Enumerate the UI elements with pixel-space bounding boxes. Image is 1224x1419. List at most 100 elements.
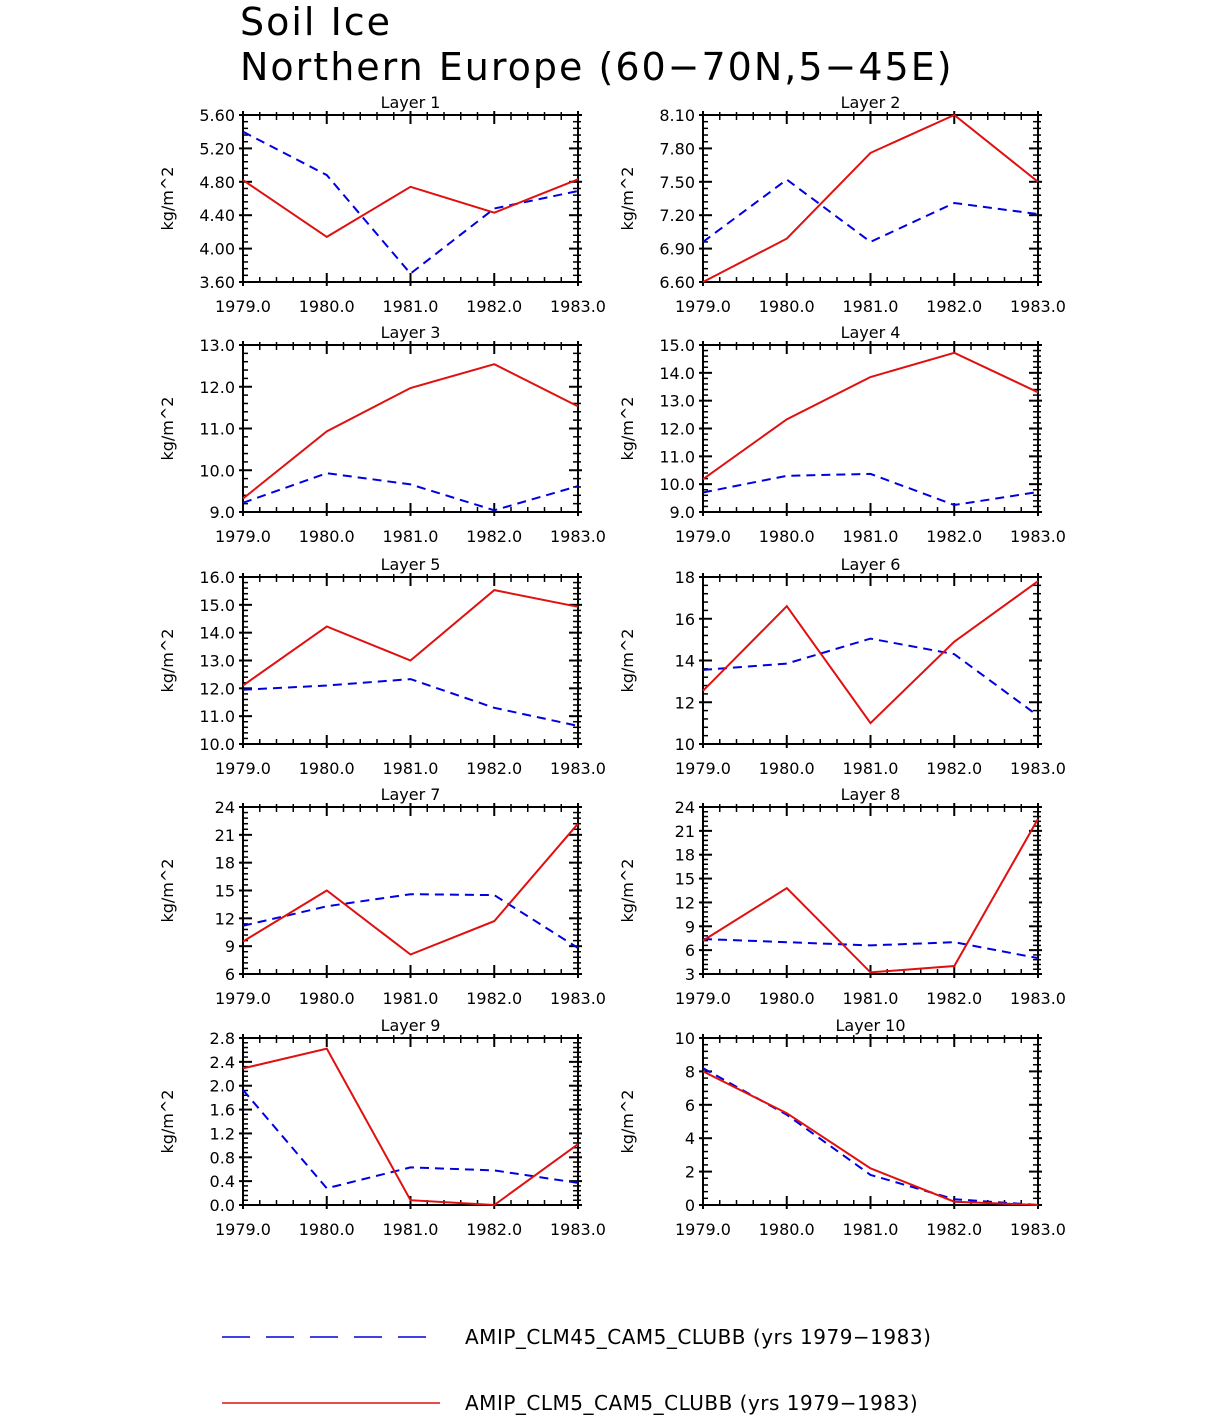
y-tick-label: 10.0: [199, 735, 235, 754]
panel-title: Layer 2: [841, 93, 901, 112]
x-tick-label: 1982.0: [466, 989, 522, 1008]
x-tick-label: 1983.0: [1010, 1220, 1066, 1239]
y-tick-label: 6.90: [659, 240, 695, 259]
figure-title-line2: Northern Europe (60−70N,5−45E): [240, 45, 954, 89]
panel-title: Layer 4: [841, 323, 901, 342]
y-tick-label: 6: [225, 965, 235, 984]
x-tick-label: 1982.0: [926, 527, 982, 546]
x-tick-label: 1980.0: [299, 297, 355, 316]
panel-title: Layer 8: [841, 785, 901, 804]
legend-label-clm5: AMIP_CLM5_CAM5_CLUBB (yrs 1979−1983): [465, 1391, 918, 1415]
y-tick-label: 4.00: [199, 240, 235, 259]
y-tick-label: 6.60: [659, 273, 695, 292]
x-tick-label: 1980.0: [299, 1220, 355, 1239]
y-tick-label: 7.50: [659, 173, 695, 192]
y-tick-label: 18: [675, 568, 695, 587]
x-tick-label: 1979.0: [675, 759, 731, 778]
x-tick-label: 1982.0: [466, 759, 522, 778]
x-tick-label: 1982.0: [926, 297, 982, 316]
series-line-clm5: [702, 351, 1039, 481]
y-axis-label: kg/m^2: [158, 859, 177, 923]
y-axis-label: kg/m^2: [158, 1090, 177, 1154]
panel-layer-10: Layer 10 kg/m^2 0 2 4 6 8 10 1979.0 1980.0 1981.0 1…: [618, 1016, 1066, 1239]
x-tick-label: 1981.0: [383, 297, 439, 316]
y-tick-label: 10.0: [199, 461, 235, 480]
y-tick-label: 8: [685, 1062, 695, 1081]
panel-title: Layer 10: [835, 1016, 905, 1035]
x-tick-label: 1981.0: [843, 1220, 899, 1239]
y-tick-label: 11.0: [199, 420, 235, 439]
y-tick-label: 13.0: [199, 652, 235, 671]
plot-frame: [242, 344, 579, 513]
y-tick-label: 12: [675, 693, 695, 712]
x-tick-label: 1979.0: [215, 297, 271, 316]
y-tick-label: 24: [675, 798, 695, 817]
y-tick-label: 14.0: [199, 624, 235, 643]
y-tick-label: 24: [215, 798, 235, 817]
y-axis-label: kg/m^2: [618, 397, 637, 461]
y-tick-label: 4.80: [199, 173, 235, 192]
x-tick-label: 1980.0: [299, 527, 355, 546]
y-tick-label: 9: [225, 937, 235, 956]
series-line-clm5: [242, 1047, 579, 1207]
x-tick-label: 1980.0: [299, 989, 355, 1008]
y-tick-label: 16.0: [199, 568, 235, 587]
y-tick-label: 18: [675, 846, 695, 865]
y-tick-label: 15: [215, 882, 235, 901]
panel-layer-5: Layer 5 kg/m^2 10.0 11.0 12.0 13.0 14.0 15.0 16.…: [158, 555, 606, 778]
x-tick-label: 1982.0: [466, 527, 522, 546]
x-tick-label: 1980.0: [759, 989, 815, 1008]
panel-title: Layer 5: [381, 555, 441, 574]
panel-layer-1: Layer 1 kg/m^2 3.60 4.00 4.40 4.80 5.20 5.60 197…: [158, 93, 606, 316]
y-axis-label: kg/m^2: [618, 1090, 637, 1154]
y-tick-label: 9: [685, 917, 695, 936]
x-tick-label: 1979.0: [215, 759, 271, 778]
x-tick-label: 1981.0: [383, 527, 439, 546]
y-tick-label: 21: [675, 822, 695, 841]
panel-title: Layer 9: [381, 1016, 441, 1035]
series-line-clm45: [242, 678, 579, 727]
x-tick-label: 1981.0: [383, 989, 439, 1008]
x-tick-label: 1983.0: [550, 297, 606, 316]
x-tick-label: 1980.0: [759, 1220, 815, 1239]
y-tick-label: 0.8: [210, 1148, 235, 1167]
x-tick-label: 1979.0: [215, 989, 271, 1008]
plot-frame: [702, 576, 1039, 745]
y-tick-label: 12: [675, 893, 695, 912]
y-tick-label: 2.0: [210, 1077, 235, 1096]
x-tick-label: 1979.0: [675, 989, 731, 1008]
y-tick-label: 12.0: [199, 679, 235, 698]
series-line-clm45: [702, 472, 1039, 507]
legend-label-clm45: AMIP_CLM45_CAM5_CLUBB (yrs 1979−1983): [465, 1325, 931, 1349]
panel-layer-8: Layer 8 kg/m^2 3 6 9 12 15 18 21 24 1979.0 1980.0 19…: [618, 785, 1066, 1008]
y-tick-label: 18: [215, 854, 235, 873]
y-tick-label: 5.60: [199, 106, 235, 125]
y-tick-label: 15.0: [199, 596, 235, 615]
y-axis-label: kg/m^2: [158, 397, 177, 461]
x-tick-label: 1983.0: [1010, 989, 1066, 1008]
series-line-clm5: [242, 178, 579, 239]
series-line-clm5: [702, 580, 1039, 725]
x-tick-label: 1983.0: [550, 527, 606, 546]
y-tick-label: 1.2: [210, 1124, 235, 1143]
x-tick-label: 1983.0: [550, 1220, 606, 1239]
x-tick-label: 1979.0: [675, 527, 731, 546]
x-tick-label: 1981.0: [843, 759, 899, 778]
series-line-clm45: [702, 1067, 1039, 1206]
x-tick-label: 1979.0: [215, 1220, 271, 1239]
y-axis-label: kg/m^2: [158, 629, 177, 693]
panel-layer-2: Layer 2 kg/m^2 6.60 6.90 7.20 7.50 7.80 8.10 197…: [618, 93, 1066, 316]
y-tick-label: 6: [685, 941, 695, 960]
series-line-clm45: [702, 938, 1039, 960]
y-tick-label: 3.60: [199, 273, 235, 292]
panel-layer-6: Layer 6 kg/m^2 10 12 14 16 18 1979.0 1980.0 1981.…: [618, 555, 1066, 778]
y-tick-label: 5.20: [199, 139, 235, 158]
y-tick-label: 0: [685, 1196, 695, 1215]
y-tick-label: 2.4: [210, 1053, 235, 1072]
series-line-clm45: [242, 1089, 579, 1190]
x-tick-label: 1981.0: [383, 759, 439, 778]
y-tick-label: 14: [675, 652, 695, 671]
y-tick-label: 8.10: [659, 106, 695, 125]
